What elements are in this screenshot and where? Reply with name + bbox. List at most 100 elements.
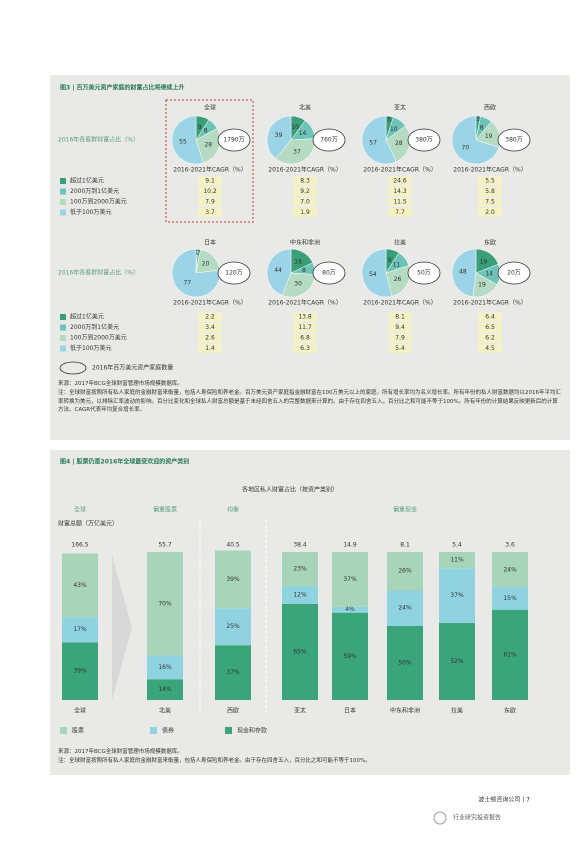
cagr-value: 7.5: [485, 199, 495, 206]
pie-label: 54: [369, 271, 377, 278]
cagr-value: 10.2: [203, 188, 217, 195]
legend-swatch: [60, 199, 66, 205]
region-name: 亚太: [394, 104, 406, 112]
pie-label: 70: [462, 144, 470, 151]
segment-label: 11%: [450, 557, 464, 564]
legend-label: 2000万到1亿美元: [70, 323, 119, 331]
cagr-cell: [388, 197, 412, 207]
cagr-cell: [293, 187, 317, 196]
bar-segment: [147, 679, 183, 700]
segment-label: 17%: [73, 626, 87, 633]
note: 注：全球财富按照所有私人家庭的金融财富来衡量，包括人寿保险和养老金。百万美元资产…: [58, 390, 562, 413]
segment-label: 37%: [226, 669, 240, 676]
pie-slice: [385, 125, 411, 163]
bar-name: 日本: [344, 707, 356, 715]
group-label: 均衡: [227, 506, 239, 514]
source: 来源：2017年BCG全球财富管理市场规模数据库。: [58, 381, 183, 387]
cagr-value: 11.5: [393, 199, 407, 206]
bar-total: 8.1: [400, 542, 410, 549]
bar-segment: [332, 606, 368, 613]
cagr-cell: [198, 312, 222, 322]
pie-label: 30: [294, 281, 302, 288]
cagr-cell: [293, 176, 317, 186]
source: 来源：2017年BCG全球财富管理市场规模数据库。: [58, 749, 183, 755]
pie-slice: [361, 115, 397, 165]
page-number: 波士顿咨询公司 | 7: [478, 796, 530, 804]
bar-segment: [387, 552, 423, 591]
bar-segment: [439, 623, 475, 700]
bar-name: 中东和非洲: [390, 707, 420, 715]
cagr-cell: [388, 323, 412, 332]
pie-label: 14: [299, 130, 307, 137]
cagr-cell: [198, 208, 222, 217]
cagr-value: 14.3: [393, 188, 407, 195]
legend-swatch: [60, 335, 66, 341]
bar-segment: [492, 587, 528, 610]
bar-segment: [439, 568, 475, 624]
legend-label: 低于100万美元: [70, 344, 111, 352]
legend-label: 100万到2000万美元: [70, 198, 127, 206]
pie-label: 1: [195, 249, 199, 256]
cagr-cell: [198, 333, 222, 343]
cagr-cell: [198, 187, 222, 196]
cagr-cell: [198, 176, 222, 186]
pie-label: 3: [476, 116, 480, 123]
cagr-value: 2.0: [485, 209, 495, 216]
cagr-value: 1.4: [205, 345, 215, 352]
bar-segment: [147, 655, 183, 680]
cagr-cell: [388, 187, 412, 196]
pie-label: 14: [485, 270, 493, 277]
pie-slice: [385, 265, 411, 297]
note: 注：全球财富按照所有私人家庭的金融财富来衡量，包括人寿保险和养老金。由于存在四舍…: [58, 758, 371, 764]
pie-label: 57: [369, 139, 377, 146]
segment-label: 50%: [398, 660, 412, 667]
segment-label: 24%: [503, 566, 517, 573]
bar-segment: [215, 550, 251, 609]
household-oval: [407, 261, 441, 285]
pie-label: 11: [393, 261, 401, 268]
legend-swatch: [60, 178, 66, 184]
pie-label: 9: [198, 124, 202, 131]
total-label: 财富总额（万亿美元）: [58, 520, 118, 528]
cagr-value: 3.4: [205, 324, 215, 331]
legend-swatch: [60, 324, 66, 331]
bar-total: 40.5: [226, 542, 240, 549]
cagr-value: 8.1: [395, 314, 405, 321]
household-count: 760万: [320, 137, 337, 144]
cagr-cell: [293, 344, 317, 353]
legend-swatch: [60, 345, 66, 352]
segment-label: 15%: [503, 595, 517, 602]
pie-label: 48: [459, 269, 467, 276]
watermark-icon: [433, 811, 447, 825]
bar-segment: [332, 612, 368, 700]
cagr-value: 5.5: [485, 178, 495, 185]
legend-label: 超过1亿美元: [70, 177, 104, 185]
bar-segment: [147, 552, 183, 656]
segment-label: 37%: [450, 592, 464, 599]
cagr-header: 2016-2021年CAGR（%）: [363, 299, 436, 307]
bar-total: 5.4: [452, 542, 462, 549]
cagr-cell: [293, 323, 317, 332]
cagr-value: 3.7: [205, 209, 215, 216]
cagr-value: 11.7: [298, 324, 312, 331]
bar-name: 拉美: [451, 707, 463, 715]
region-name: 北美: [299, 104, 311, 112]
legend-label: 低于100万美元: [70, 208, 111, 216]
region-name: 全球: [204, 104, 216, 112]
segment-label: 23%: [293, 566, 307, 573]
highlight-box: [165, 99, 254, 223]
household-count: 380万: [415, 137, 432, 144]
cagr-value: 9.4: [395, 324, 405, 331]
segment-label: 39%: [73, 668, 87, 675]
segment-label: 26%: [398, 568, 412, 575]
region-name: 中东和非洲: [290, 239, 320, 247]
bar-name: 东欧: [504, 707, 516, 715]
cagr-value: 6.4: [485, 314, 495, 321]
bar-segment: [282, 552, 318, 587]
bar-name: 西欧: [227, 707, 239, 715]
household-count: 80万: [322, 270, 336, 277]
legend-oval: [59, 361, 87, 375]
cagr-cell: [478, 176, 502, 186]
